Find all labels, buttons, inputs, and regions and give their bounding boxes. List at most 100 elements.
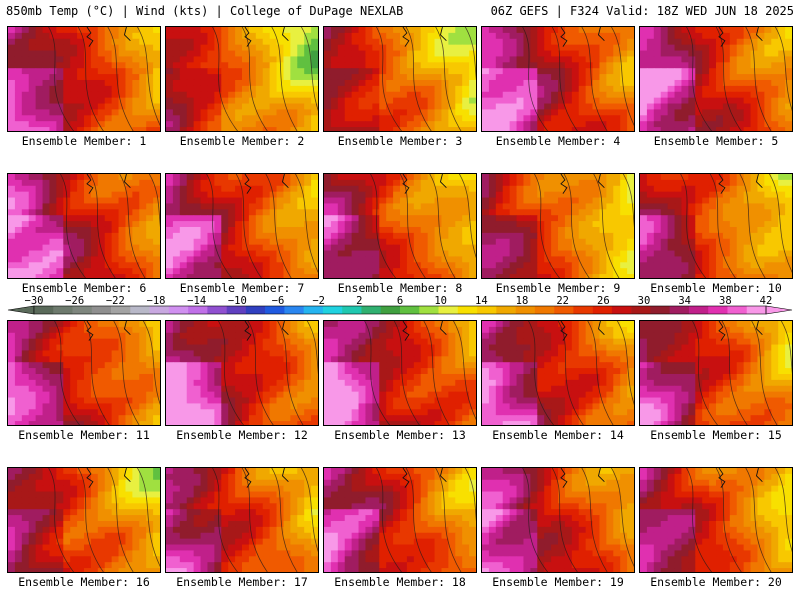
height-contour xyxy=(768,174,792,273)
height-contour xyxy=(593,174,620,278)
colorbar-bin xyxy=(457,306,478,314)
colorbar-tick-label: 26 xyxy=(597,296,610,307)
colorbar-bin xyxy=(91,306,112,314)
colorbar-bin xyxy=(207,306,227,314)
height-contour xyxy=(393,321,420,425)
height-contour xyxy=(435,27,462,131)
member-map-15 xyxy=(639,320,793,426)
height-contour xyxy=(751,321,778,425)
member-map-18 xyxy=(323,467,477,573)
height-contour xyxy=(306,321,318,375)
height-contour xyxy=(59,174,87,278)
coastline xyxy=(86,468,131,488)
colorbar-tick-label: −26 xyxy=(65,296,84,307)
member-map-3 xyxy=(323,26,477,132)
colorbar-tick-label: −2 xyxy=(312,296,325,307)
height-contour xyxy=(458,174,476,259)
height-contour xyxy=(113,321,140,425)
colorbar-bin xyxy=(130,306,150,314)
coastline xyxy=(560,321,605,341)
colorbar-bin xyxy=(284,306,304,314)
member-label-18: Ensemble Member: 18 xyxy=(334,575,466,589)
member-label-3: Ensemble Member: 3 xyxy=(337,134,463,148)
height-contour xyxy=(211,27,239,131)
height-contour xyxy=(464,468,476,522)
height-contour xyxy=(745,468,772,572)
temperature-field xyxy=(640,174,792,278)
member-label-9: Ensemble Member: 9 xyxy=(495,281,621,295)
colorbar-bin xyxy=(650,306,670,314)
colorbar-bin xyxy=(168,306,189,314)
temperature-field xyxy=(482,27,634,131)
colorbar-tick-label: 6 xyxy=(397,296,403,307)
height-contour xyxy=(551,27,578,131)
colorbar-bin xyxy=(688,306,709,314)
valid-time: 06Z GEFS | F324 Valid: 18Z WED JUN 18 20… xyxy=(490,4,794,18)
height-contour xyxy=(622,174,634,228)
colorbar-bin xyxy=(111,306,131,314)
colorbar-bin xyxy=(438,306,459,314)
height-contour xyxy=(148,174,160,228)
colorbar-bin xyxy=(727,306,748,314)
height-contour xyxy=(721,321,748,425)
coastline xyxy=(244,174,289,194)
height-contour xyxy=(48,468,75,572)
temperature-field xyxy=(324,174,476,278)
colorbar-bin xyxy=(573,306,593,314)
colorbar-tick-label: −18 xyxy=(147,296,166,307)
coastline xyxy=(718,27,763,47)
coastline xyxy=(86,174,131,194)
height-contour xyxy=(685,27,713,131)
height-contour xyxy=(610,468,634,567)
colorbar-bin xyxy=(34,306,54,314)
height-contour xyxy=(739,174,766,278)
member-label-19: Ensemble Member: 19 xyxy=(492,575,624,589)
member-map-8 xyxy=(323,173,477,279)
colorbar-right-arrow xyxy=(765,305,793,315)
colorbar-tick-label: 14 xyxy=(475,296,488,307)
coastline xyxy=(560,468,605,488)
height-contour xyxy=(616,321,634,406)
colorbar-bin xyxy=(188,306,208,314)
colorbar-tick-label: 2 xyxy=(356,296,362,307)
height-contour xyxy=(119,174,146,278)
colorbar-tick-label: −22 xyxy=(106,296,125,307)
member-map-9 xyxy=(481,173,635,279)
temperature-field xyxy=(166,27,318,131)
height-contour xyxy=(375,27,403,131)
height-contour xyxy=(247,321,274,425)
coastline xyxy=(718,321,763,341)
temperature-field xyxy=(166,468,318,572)
temperature-field xyxy=(166,174,318,278)
member-map-10 xyxy=(639,173,793,279)
height-contour xyxy=(77,27,104,131)
colorbar-tick-label: 22 xyxy=(556,296,569,307)
colorbar-bin xyxy=(631,306,651,314)
temperature-field xyxy=(482,321,634,425)
colorbar-bin xyxy=(534,306,555,314)
member-label-2: Ensemble Member: 2 xyxy=(179,134,305,148)
coastline xyxy=(560,27,605,47)
colorbar-bin xyxy=(669,306,690,314)
member-label-14: Ensemble Member: 14 xyxy=(492,428,624,442)
height-contour xyxy=(211,468,239,572)
colorbar-tick-label: 10 xyxy=(434,296,447,307)
member-label-7: Ensemble Member: 7 xyxy=(179,281,305,295)
height-contour xyxy=(77,468,104,572)
coastline xyxy=(244,468,289,488)
colorbar-bin xyxy=(477,306,497,314)
member-map-13 xyxy=(323,320,477,426)
map-title: 850mb Temp (°C) | Wind (kts) | College o… xyxy=(6,4,404,18)
colorbar-bin xyxy=(554,306,574,314)
coastline xyxy=(86,321,131,341)
height-contour xyxy=(685,468,713,572)
colorbar-bin xyxy=(496,306,516,314)
height-contour xyxy=(369,174,397,278)
member-map-12 xyxy=(165,320,319,426)
coastline xyxy=(560,174,605,194)
height-contour xyxy=(107,468,134,572)
height-contour xyxy=(587,321,614,425)
height-contour xyxy=(48,27,75,131)
height-contour xyxy=(136,27,160,126)
colorbar-bin xyxy=(380,306,401,314)
